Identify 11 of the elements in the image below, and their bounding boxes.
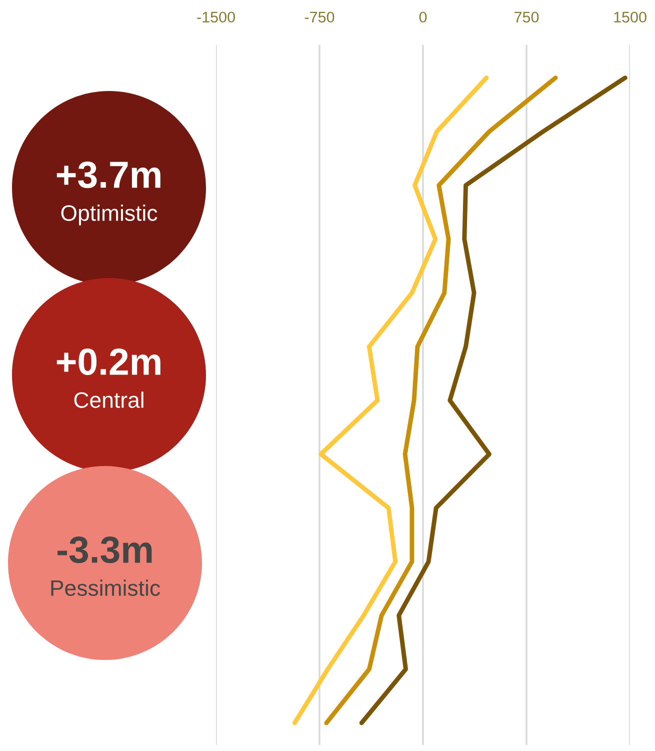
x-tick-label: -1500 <box>197 12 235 23</box>
x-tick-label: 1500 <box>614 12 646 23</box>
text: Pessimistic <box>51 580 160 596</box>
x-tick-label: 750 <box>514 12 539 23</box>
text: Central <box>74 392 144 408</box>
text: Optimistic <box>61 204 158 226</box>
x-tick-label: 0 <box>419 12 427 23</box>
text: +3.7m <box>56 162 160 188</box>
x-tick-label: -750 <box>304 12 334 23</box>
text: +0.2m <box>56 348 160 376</box>
text: -3.3m <box>57 536 152 564</box>
